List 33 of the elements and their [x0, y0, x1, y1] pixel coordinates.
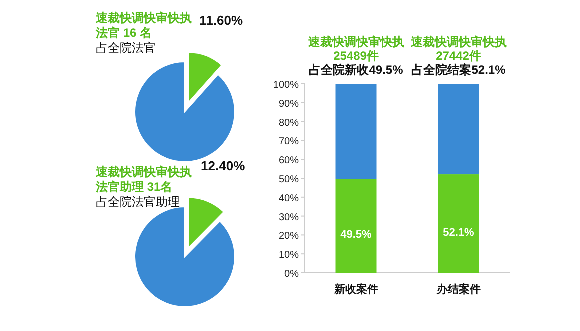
bar	[438, 84, 480, 175]
chart-title: 速裁快调快审快执	[95, 11, 192, 25]
y-tick-label: 70%	[278, 136, 300, 148]
y-tick-label: 100%	[273, 80, 300, 91]
x-tick-label: 新收案件	[333, 283, 378, 296]
chart-title: 速裁快调快审快执	[95, 165, 192, 179]
bar	[438, 174, 480, 273]
text: 占全院新收49.5%	[309, 63, 404, 77]
text: 25489件	[334, 49, 379, 63]
text: 法官 16 名	[95, 26, 152, 40]
text: 27442件	[436, 49, 482, 63]
data-label: 12.40%	[201, 158, 246, 174]
y-tick-label: 90%	[278, 98, 300, 110]
data-label: 52.1%	[443, 226, 475, 239]
data-label: 49.5%	[340, 229, 372, 242]
text: 法官助理 31名	[95, 180, 173, 194]
y-tick-label: 50%	[278, 174, 300, 186]
y-tick-label: 20%	[278, 231, 300, 242]
y-tick-label: 0%	[284, 269, 300, 280]
x-tick-label: 办结案件	[436, 283, 481, 296]
y-tick-label: 80%	[278, 118, 300, 129]
y-tick-label: 60%	[278, 156, 300, 167]
bar	[336, 179, 377, 273]
y-tick-label: 10%	[278, 250, 300, 262]
bar	[336, 84, 377, 180]
data-label: 11.60%	[200, 12, 244, 28]
text: 占全院结案52.1%	[412, 63, 506, 77]
text: 速裁快调快审快执	[410, 35, 507, 49]
y-tick-label: 40%	[278, 193, 300, 204]
y-tick-label: 30%	[278, 212, 300, 224]
text: 占全院法官助理	[96, 195, 180, 209]
text: 速裁快调快审快执	[307, 35, 404, 49]
text: 占全院法官	[96, 41, 156, 55]
